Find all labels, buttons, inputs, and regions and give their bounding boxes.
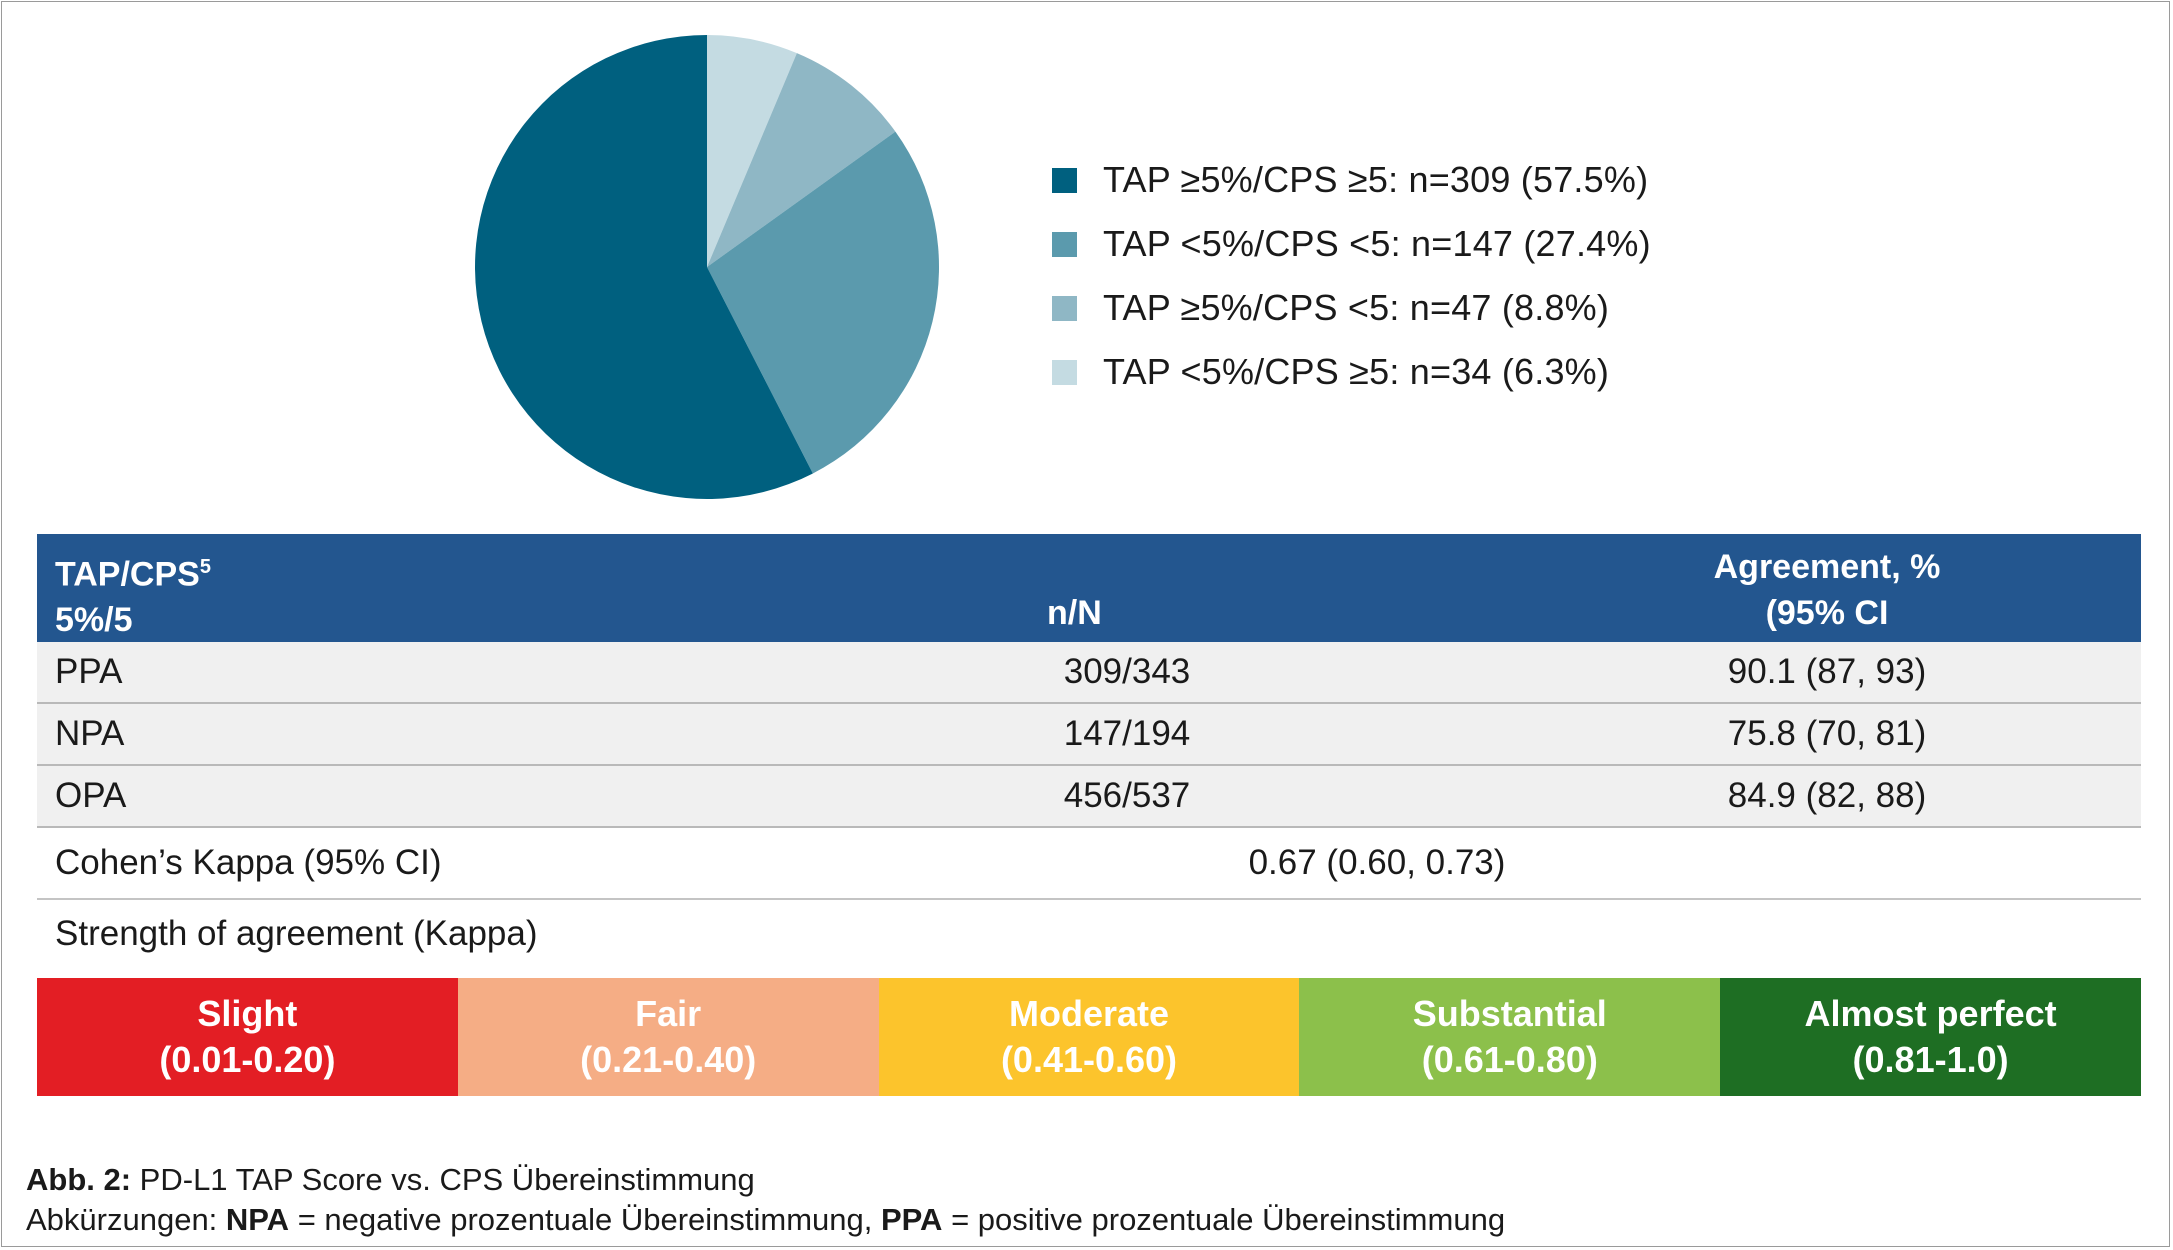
legend-swatch xyxy=(1052,295,1077,321)
legend-label: TAP ≥5%/CPS <5: n=47 (8.8%) xyxy=(1103,287,1610,328)
header-tap-cps: TAP/CPS5 5%/5 xyxy=(55,544,211,643)
pie-slice xyxy=(475,35,813,499)
scale-range: (0.21-0.40) xyxy=(580,1039,757,1080)
scale-segment-substantial: Substantial (0.61-0.80) xyxy=(1299,978,1721,1096)
scale-range: (0.41-0.60) xyxy=(1000,1039,1178,1080)
header-threshold: 5%/5 xyxy=(55,601,133,640)
table-row: OPA 456/537 84.9 (82, 88) xyxy=(37,766,2141,828)
header-agreement-text: Agreement, % xyxy=(1713,548,1941,586)
agreement-table: TAP/CPS5 5%/5 n/N Agreement, % (95% CI P… xyxy=(37,534,2141,968)
legend-label: TAP <5%/CPS ≥5: n=34 (6.3%) xyxy=(1103,351,1610,392)
legend-label: TAP ≥5%/CPS ≥5: n=309 (57.5%) xyxy=(1103,159,1649,200)
scale-segment-almost-perfect: Almost perfect (0.81-1.0) xyxy=(1720,978,2141,1096)
pie-slice xyxy=(707,53,896,268)
header-nn: n/N xyxy=(1047,594,1102,632)
legend-item: TAP <5%/CPS <5: n=147 (27.4%) xyxy=(1052,212,1651,276)
caption-abbreviations: Abkürzungen: NPA = negative prozentuale … xyxy=(26,1200,1505,1240)
strength-row: Strength of agreement (Kappa) xyxy=(37,900,2141,968)
scale-name: Moderate xyxy=(1008,993,1169,1034)
abbr-npa-term: NPA xyxy=(225,1202,290,1237)
row-label: NPA xyxy=(55,714,125,753)
scale-range: (0.01-0.20) xyxy=(159,1039,336,1080)
legend-swatch xyxy=(1052,359,1077,385)
pie-slice xyxy=(707,35,797,267)
header-agreement: Agreement, % (95% CI xyxy=(1577,544,2077,636)
caption-fig-title: PD-L1 TAP Score vs. CPS Übereinstimmung xyxy=(131,1162,755,1197)
header-ci: (95% CI xyxy=(1765,594,1889,632)
kappa-label: Cohen’s Kappa (95% CI) xyxy=(55,843,442,882)
row-nn: 147/194 xyxy=(1063,714,1191,753)
table-row: NPA 147/194 75.8 (70, 81) xyxy=(37,704,2141,766)
caption-fig-label: Abb. 2: xyxy=(26,1162,132,1197)
row-label: PPA xyxy=(55,652,123,691)
scale-range: (0.61-0.80) xyxy=(1421,1039,1598,1080)
table-row: PPA 309/343 90.1 (87, 93) xyxy=(37,642,2141,704)
scale-segment-slight: Slight (0.01-0.20) xyxy=(37,978,458,1096)
scale-segment-moderate: Moderate (0.41-0.60) xyxy=(878,978,1300,1096)
pie-chart xyxy=(475,35,940,499)
legend-swatch xyxy=(1052,167,1077,193)
header-tap-cps-text: TAP/CPS xyxy=(55,555,200,594)
legend-item: TAP ≥5%/CPS ≥5: n=309 (57.5%) xyxy=(1052,148,1651,212)
row-agreement: 84.9 (82, 88) xyxy=(1727,776,1927,815)
figure-caption: Abb. 2: PD-L1 TAP Score vs. CPS Übereins… xyxy=(26,1160,1505,1240)
row-label: OPA xyxy=(55,776,127,815)
kappa-value: 0.67 (0.60, 0.73) xyxy=(1248,843,1506,882)
legend-label: TAP <5%/CPS <5: n=147 (27.4%) xyxy=(1103,223,1651,264)
legend-swatch xyxy=(1052,231,1077,257)
row-nn: 456/537 xyxy=(1063,776,1191,815)
abbr-ppa-def: = positive prozentuale Übereinstimmung xyxy=(942,1202,1506,1237)
abbr-ppa-term: PPA xyxy=(881,1202,943,1237)
pie-legend: TAP ≥5%/CPS ≥5: n=309 (57.5%) TAP <5%/CP… xyxy=(1052,148,1651,404)
abbr-prefix: Abkürzungen: xyxy=(26,1202,226,1237)
footnote-ref: 5 xyxy=(199,556,211,578)
scale-range: (0.81-1.0) xyxy=(1852,1039,2009,1080)
scale-segment-fair: Fair (0.21-0.40) xyxy=(457,978,879,1096)
row-nn: 309/343 xyxy=(1063,652,1191,691)
row-agreement: 90.1 (87, 93) xyxy=(1727,652,1927,691)
scale-name: Fair xyxy=(635,993,702,1034)
caption-title-line: Abb. 2: PD-L1 TAP Score vs. CPS Übereins… xyxy=(26,1160,1505,1200)
scale-name: Substantial xyxy=(1412,993,1607,1034)
abbr-npa-def: = negative prozentuale Übereinstimmung, xyxy=(289,1202,881,1237)
pie-slice xyxy=(707,131,940,474)
strength-label: Strength of agreement (Kappa) xyxy=(55,914,538,953)
row-agreement: 75.8 (70, 81) xyxy=(1727,714,1927,753)
scale-name: Slight xyxy=(197,993,298,1034)
kappa-scale: Slight (0.01-0.20) Fair (0.21-0.40) Mode… xyxy=(37,978,2141,1096)
legend-item: TAP ≥5%/CPS <5: n=47 (8.8%) xyxy=(1052,276,1651,340)
table-header: TAP/CPS5 5%/5 n/N Agreement, % (95% CI xyxy=(37,534,2141,642)
scale-name: Almost perfect xyxy=(1804,993,2057,1034)
legend-item: TAP <5%/CPS ≥5: n=34 (6.3%) xyxy=(1052,340,1651,404)
kappa-row: Cohen’s Kappa (95% CI) 0.67 (0.60, 0.73) xyxy=(37,828,2141,900)
